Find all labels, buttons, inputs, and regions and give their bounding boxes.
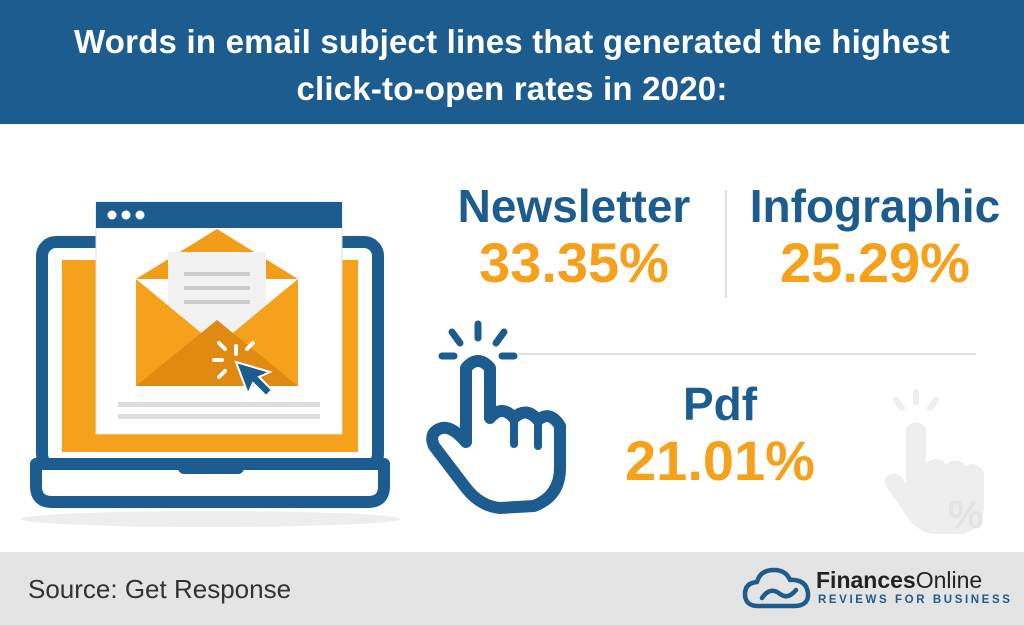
brand-name-bold: Finances [816, 567, 916, 593]
svg-text:%: % [948, 493, 984, 537]
stat-label: Newsletter [457, 180, 691, 232]
cursor-click-icon [212, 341, 274, 398]
page-title: Words in email subject lines that genera… [0, 18, 1024, 112]
header-banner: Words in email subject lines that genera… [0, 0, 1024, 124]
stat-value: 33.35% [479, 231, 669, 294]
stat-label: Infographic [749, 180, 1001, 232]
horizontal-divider [518, 353, 976, 355]
vertical-divider [725, 190, 727, 298]
stat-value: 25.29% [780, 231, 970, 294]
hand-percent-icon: % [884, 389, 984, 537]
laptop-email-illustration [20, 201, 400, 527]
stat-label: Pdf [682, 378, 758, 430]
brand-logo[interactable]: FinancesOnline REVIEWS FOR BUSINESS [742, 564, 1012, 616]
brand-tagline: REVIEWS FOR BUSINESS [818, 594, 1013, 606]
cloud-logo-icon [742, 567, 811, 609]
source-text: Source: Get Response [28, 574, 292, 604]
stat-pdf: Pdf 21.01% [610, 378, 830, 492]
stat-value: 21.01% [625, 429, 815, 492]
brand-name: FinancesOnline [816, 566, 982, 594]
title-line-1: Words in email subject lines that genera… [74, 23, 950, 60]
stat-newsletter: Newsletter 33.35% [440, 180, 708, 294]
envelope-icon [136, 229, 298, 386]
pointing-hand-icon [426, 320, 566, 514]
brand-name-regular: Online [915, 567, 983, 593]
title-line-2: click-to-open rates in 2020: [296, 70, 728, 107]
footer-bar: Source: Get Response FinancesOnline REVI… [0, 552, 1024, 625]
stat-infographic: Infographic 25.29% [742, 180, 1008, 294]
